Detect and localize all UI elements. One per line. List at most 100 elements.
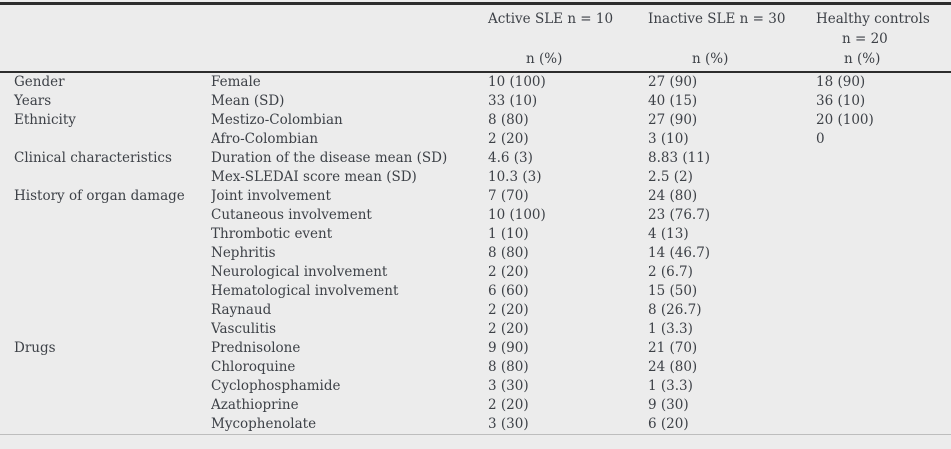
row-label: Thrombotic event bbox=[211, 226, 333, 242]
cell-inactive-sle: 40 (15) bbox=[648, 93, 698, 109]
cell-healthy-controls bbox=[816, 149, 951, 168]
table-header: Active SLE n = 10 n (%) Inactive SLE n =… bbox=[0, 3, 951, 73]
row-category: Ethnicity bbox=[14, 112, 76, 128]
cell-active-sle: 2 (20) bbox=[488, 302, 529, 318]
cell-healthy-controls bbox=[816, 187, 951, 206]
cell-active-sle: 7 (70) bbox=[488, 188, 529, 204]
row-category bbox=[0, 263, 211, 282]
cell-inactive-sle: 1 (3.3) bbox=[648, 321, 693, 337]
cell-inactive-sle: 4 (13) bbox=[648, 226, 689, 242]
cell-healthy-controls: 20 (100) bbox=[816, 112, 874, 128]
active-sle-n-percent: n (%) bbox=[526, 51, 563, 67]
cell-active-sle: 8 (80) bbox=[488, 112, 529, 128]
spacer-line bbox=[488, 29, 648, 49]
row-category bbox=[0, 130, 211, 149]
cell-healthy-controls bbox=[816, 225, 951, 244]
spacer-line bbox=[648, 29, 816, 49]
table-row: Neurological involvement 2 (20) 2 (6.7) bbox=[0, 263, 951, 282]
row-label: Mex-SLEDAI score mean (SD) bbox=[211, 169, 417, 185]
cell-active-sle: 3 (30) bbox=[488, 378, 529, 394]
cell-active-sle: 3 (30) bbox=[488, 416, 529, 432]
cell-healthy-controls: 18 (90) bbox=[816, 74, 866, 90]
table-row: Cutaneous involvement 10 (100) 23 (76.7) bbox=[0, 206, 951, 225]
cell-active-sle: 8 (80) bbox=[488, 359, 529, 375]
characteristics-table: Active SLE n = 10 n (%) Inactive SLE n =… bbox=[0, 2, 951, 435]
row-category bbox=[0, 301, 211, 320]
row-label: Hematological involvement bbox=[211, 283, 399, 299]
row-label: Mestizo-Colombian bbox=[211, 112, 343, 128]
table-row: Gender Female 10 (100) 27 (90) 18 (90) bbox=[0, 72, 951, 92]
table-row: Clinical characteristics Duration of the… bbox=[0, 149, 951, 168]
row-category bbox=[0, 415, 211, 435]
header-category-blank bbox=[0, 3, 211, 73]
row-label: Afro-Colombian bbox=[211, 131, 319, 147]
row-category bbox=[0, 206, 211, 225]
table-row: Mycophenolate 3 (30) 6 (20) bbox=[0, 415, 951, 435]
row-label: Nephritis bbox=[211, 245, 276, 261]
column-header-inactive-sle: Inactive SLE n = 30 n (%) bbox=[648, 3, 816, 73]
cell-active-sle: 2 (20) bbox=[488, 397, 529, 413]
row-category bbox=[0, 358, 211, 377]
cell-inactive-sle: 9 (30) bbox=[648, 397, 689, 413]
cell-inactive-sle: 8 (26.7) bbox=[648, 302, 702, 318]
cell-healthy-controls bbox=[816, 244, 951, 263]
table-row: Hematological involvement 6 (60) 15 (50) bbox=[0, 282, 951, 301]
cell-healthy-controls bbox=[816, 206, 951, 225]
table-row: Cyclophosphamide 3 (30) 1 (3.3) bbox=[0, 377, 951, 396]
cell-inactive-sle: 1 (3.3) bbox=[648, 378, 693, 394]
row-label: Vasculitis bbox=[211, 321, 277, 337]
table-body: Gender Female 10 (100) 27 (90) 18 (90) Y… bbox=[0, 72, 951, 435]
header-label-blank bbox=[211, 3, 488, 73]
cell-healthy-controls bbox=[816, 339, 951, 358]
table-row: Drugs Prednisolone 9 (90) 21 (70) bbox=[0, 339, 951, 358]
cell-active-sle: 10 (100) bbox=[488, 74, 546, 90]
cell-inactive-sle: 27 (90) bbox=[648, 112, 698, 128]
row-label: Mean (SD) bbox=[211, 93, 285, 109]
cell-healthy-controls: 36 (10) bbox=[816, 93, 866, 109]
cell-active-sle: 8 (80) bbox=[488, 245, 529, 261]
row-label: Female bbox=[211, 74, 261, 90]
row-category bbox=[0, 282, 211, 301]
cell-inactive-sle: 14 (46.7) bbox=[648, 245, 711, 261]
cell-active-sle: 1 (10) bbox=[488, 226, 529, 242]
row-category bbox=[0, 396, 211, 415]
table-row: Raynaud 2 (20) 8 (26.7) bbox=[0, 301, 951, 320]
cell-active-sle: 2 (20) bbox=[488, 131, 529, 147]
cell-healthy-controls bbox=[816, 168, 951, 187]
cell-active-sle: 6 (60) bbox=[488, 283, 529, 299]
table-row: Thrombotic event 1 (10) 4 (13) bbox=[0, 225, 951, 244]
row-label: Duration of the disease mean (SD) bbox=[211, 150, 448, 166]
row-label: Joint involvement bbox=[211, 188, 331, 204]
healthy-controls-title: Healthy controls bbox=[816, 11, 930, 27]
cell-inactive-sle: 15 (50) bbox=[648, 283, 698, 299]
table-row: Years Mean (SD) 33 (10) 40 (15) 36 (10) bbox=[0, 92, 951, 111]
column-header-healthy-controls: Healthy controls n = 20 n (%) bbox=[816, 3, 951, 73]
row-label: Neurological involvement bbox=[211, 264, 388, 280]
cell-inactive-sle: 2 (6.7) bbox=[648, 264, 693, 280]
healthy-controls-n-percent: n (%) bbox=[844, 51, 881, 67]
table-row: Ethnicity Mestizo-Colombian 8 (80) 27 (9… bbox=[0, 111, 951, 130]
cell-inactive-sle: 23 (76.7) bbox=[648, 207, 711, 223]
cell-active-sle: 9 (90) bbox=[488, 340, 529, 356]
cell-healthy-controls bbox=[816, 377, 951, 396]
cell-active-sle: 10.3 (3) bbox=[488, 169, 542, 185]
cell-healthy-controls bbox=[816, 301, 951, 320]
row-category bbox=[0, 225, 211, 244]
row-label: Raynaud bbox=[211, 302, 272, 318]
cell-active-sle: 2 (20) bbox=[488, 264, 529, 280]
cell-inactive-sle: 24 (80) bbox=[648, 188, 698, 204]
table-row: Chloroquine 8 (80) 24 (80) bbox=[0, 358, 951, 377]
cell-healthy-controls: 0 bbox=[816, 131, 825, 147]
cell-healthy-controls bbox=[816, 320, 951, 339]
row-category bbox=[0, 244, 211, 263]
cell-inactive-sle: 24 (80) bbox=[648, 359, 698, 375]
cell-healthy-controls bbox=[816, 415, 951, 435]
cell-active-sle: 10 (100) bbox=[488, 207, 546, 223]
row-label: Chloroquine bbox=[211, 359, 296, 375]
inactive-sle-title: Inactive SLE n = 30 bbox=[648, 11, 786, 27]
table-row: History of organ damage Joint involvemen… bbox=[0, 187, 951, 206]
table-row: Afro-Colombian 2 (20) 3 (10) 0 bbox=[0, 130, 951, 149]
row-category bbox=[0, 377, 211, 396]
cell-active-sle: 4.6 (3) bbox=[488, 150, 533, 166]
